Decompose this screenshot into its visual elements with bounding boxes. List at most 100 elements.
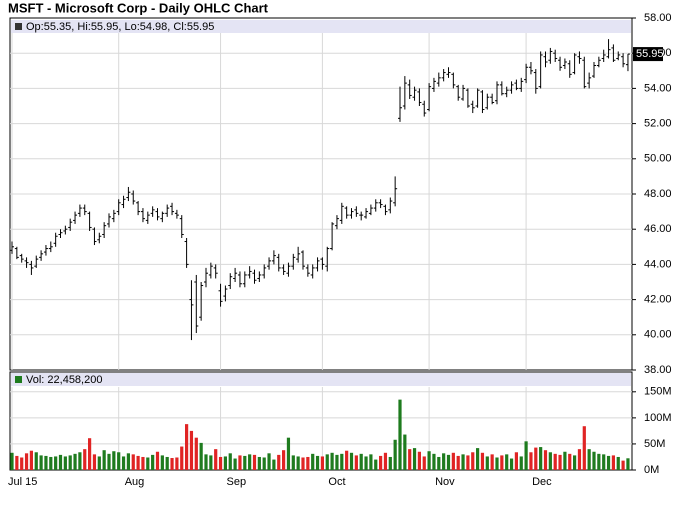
- x-tick-label: Dec: [532, 476, 552, 488]
- volume-bar: [558, 454, 562, 470]
- volume-bar: [611, 455, 615, 470]
- volume-bar: [267, 453, 271, 470]
- volume-bar: [88, 438, 92, 470]
- volume-bar: [393, 439, 397, 470]
- volume-bar: [243, 455, 247, 470]
- volume-bar: [602, 454, 606, 470]
- volume-bar: [461, 454, 465, 470]
- volume-bar: [514, 452, 518, 470]
- volume-bar: [63, 456, 67, 470]
- volume-bar: [471, 452, 475, 470]
- volume-bar: [291, 455, 295, 470]
- volume-bar: [199, 442, 203, 470]
- y-tick-label: 48.00: [644, 188, 672, 200]
- volume-bar: [442, 453, 446, 470]
- volume-bar: [73, 453, 77, 470]
- volume-bar: [214, 449, 218, 470]
- volume-bar: [340, 453, 344, 470]
- volume-bar: [160, 455, 164, 470]
- volume-bar: [58, 454, 63, 470]
- volume-bar: [359, 453, 363, 470]
- volume-bar: [616, 456, 620, 470]
- volume-bar: [417, 451, 421, 470]
- volume-bar: [374, 459, 378, 470]
- volume-bar: [282, 450, 286, 470]
- volume-bar: [20, 457, 24, 470]
- volume-bar: [175, 457, 179, 470]
- volume-bar: [412, 448, 417, 470]
- volume-bar: [117, 452, 121, 470]
- volume-bar: [354, 455, 358, 470]
- volume-bar: [345, 450, 349, 470]
- volume-bar: [543, 450, 548, 470]
- volume-bar: [126, 453, 130, 470]
- volume-bar: [446, 454, 451, 470]
- volume-bar: [233, 458, 237, 470]
- volume-bar: [68, 455, 72, 470]
- volume-bar: [505, 454, 509, 470]
- volume-bar: [272, 459, 276, 470]
- volume-bar: [286, 437, 291, 470]
- x-tick-label: Oct: [328, 476, 345, 488]
- volume-bar: [248, 454, 252, 470]
- chart-title: MSFT - Microsoft Corp - Daily OHLC Chart: [8, 0, 269, 15]
- volume-bar: [102, 450, 106, 470]
- price-legend: Op:55.35, Hi:55.95, Lo:54.98, Cl:55.95: [26, 21, 214, 33]
- volume-bar: [592, 451, 596, 470]
- volume-bar: [476, 448, 480, 470]
- volume-bar: [480, 452, 485, 470]
- volume-bar: [335, 454, 339, 470]
- volume-bar: [432, 453, 436, 470]
- volume-bar: [228, 453, 232, 470]
- volume-bar: [621, 460, 625, 470]
- volume-bar: [606, 455, 611, 470]
- volume-bar: [490, 454, 494, 470]
- volume-bar: [485, 456, 489, 470]
- volume-bar: [29, 450, 33, 470]
- y-tick-label: 44.00: [644, 258, 672, 270]
- volume-bar: [155, 451, 160, 470]
- volume-bar: [54, 456, 58, 470]
- y-tick-label: 50.00: [644, 153, 672, 165]
- price-legend-swatch: [15, 23, 22, 30]
- volume-bar: [78, 452, 82, 470]
- y-tick-label: 50M: [644, 438, 665, 450]
- x-tick-label: Jul 15: [8, 476, 37, 488]
- volume-bar: [107, 453, 111, 470]
- volume-bar: [563, 451, 567, 470]
- volume-bar: [146, 457, 150, 470]
- volume-bar: [437, 456, 441, 470]
- volume-bar: [451, 452, 455, 470]
- volume-bar: [92, 454, 97, 470]
- volume-bar: [223, 456, 227, 470]
- volume-bar: [306, 456, 310, 470]
- y-tick-label: 52.00: [644, 118, 672, 130]
- y-tick-label: 58.00: [644, 12, 672, 24]
- volume-bar: [15, 455, 19, 470]
- volume-bar: [509, 458, 514, 470]
- volume-bar: [209, 455, 213, 470]
- volume-bar: [529, 452, 533, 470]
- volume-bar: [369, 454, 373, 470]
- volume-bar: [626, 458, 630, 470]
- volume-bar: [398, 399, 402, 470]
- x-tick-label: Aug: [125, 476, 145, 488]
- y-tick-label: 150M: [644, 386, 672, 398]
- volume-bar: [582, 426, 586, 470]
- y-tick-label: 100M: [644, 412, 672, 424]
- volume-bar: [568, 453, 572, 470]
- volume-bar: [379, 455, 383, 470]
- volume-bar: [296, 456, 300, 470]
- volume-bar: [325, 454, 329, 470]
- volume-bar: [170, 458, 174, 470]
- volume-bar: [408, 449, 412, 470]
- volume-bar: [500, 455, 504, 470]
- volume-bar: [315, 455, 320, 470]
- volume-bar: [218, 456, 223, 470]
- volume-bar: [587, 449, 591, 470]
- volume-bar: [44, 455, 48, 470]
- volume-bar: [252, 454, 257, 470]
- volume-bar: [194, 437, 198, 470]
- y-tick-label: 40.00: [644, 329, 672, 341]
